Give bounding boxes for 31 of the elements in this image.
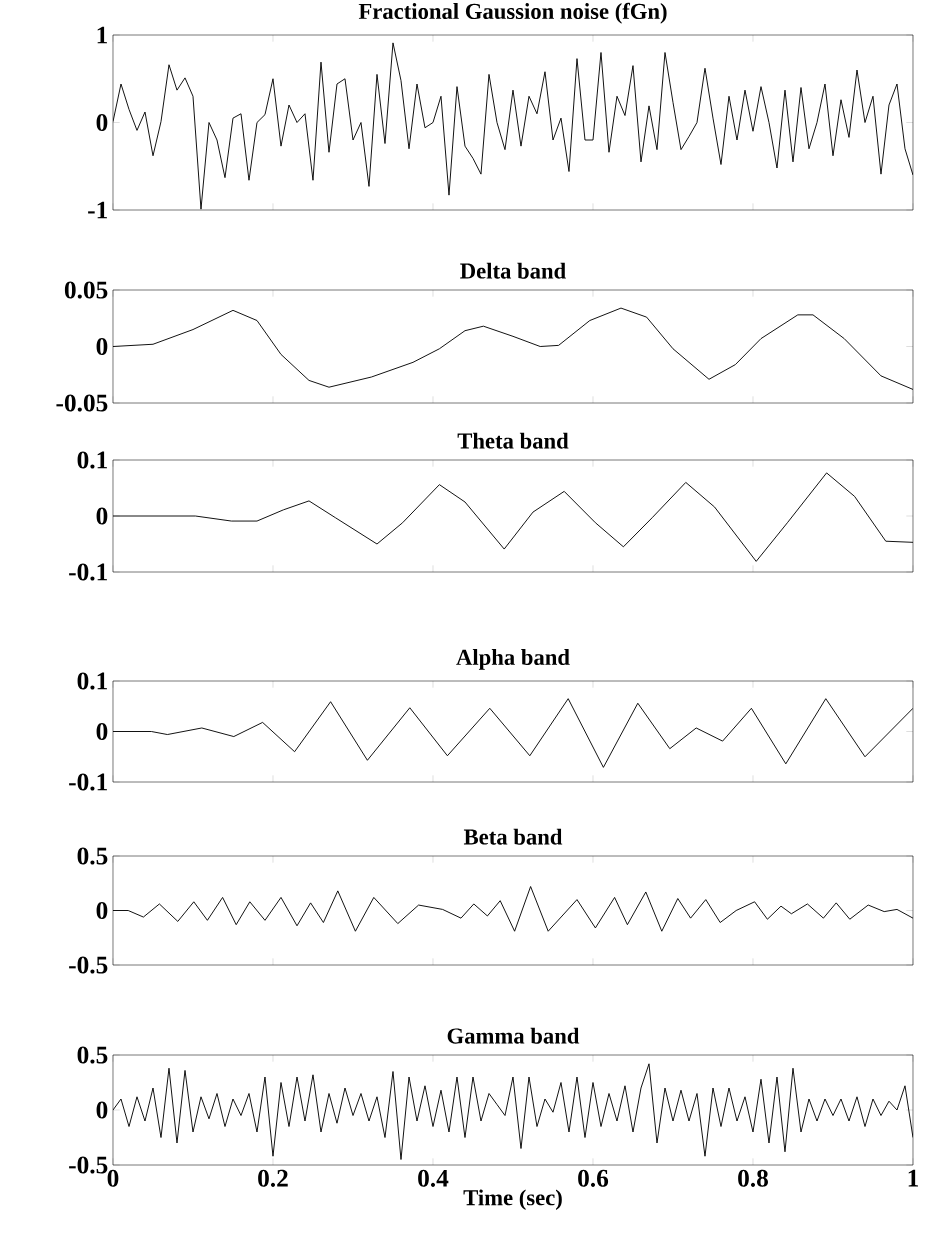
- y-tick-label: 0.05: [64, 281, 108, 299]
- y-tick-label: -1: [88, 201, 107, 219]
- chart-title: Delta band: [460, 262, 566, 279]
- chart-title: Beta band: [463, 828, 563, 845]
- y-tick-label: -0.5: [69, 1156, 108, 1174]
- y-tick-label: 0: [96, 722, 108, 741]
- y-tick-label: 0: [96, 901, 108, 920]
- y-tick-label: 0: [96, 337, 108, 356]
- x-tick-label: 0.2: [258, 1169, 288, 1187]
- chart-title: Gamma band: [447, 1027, 580, 1044]
- x-axis-title: Time (sec): [463, 1189, 562, 1210]
- y-tick-label: 0.5: [77, 847, 108, 865]
- y-tick-label: 0.1: [77, 672, 107, 690]
- x-tick-label: 0.6: [578, 1169, 609, 1187]
- y-tick-label: 0.5: [77, 1046, 108, 1064]
- y-tick-label: -0.5: [69, 956, 108, 974]
- chart-title: Fractional Gaussion noise (fGn): [358, 2, 667, 24]
- y-tick-label: 1: [97, 26, 107, 44]
- x-tick-label: 0: [107, 1169, 119, 1187]
- x-tick-label: 1: [908, 1169, 919, 1187]
- y-tick-label: -0.1: [69, 563, 107, 581]
- x-tick-label: 0.4: [418, 1169, 449, 1187]
- y-tick-label: 0: [96, 1101, 108, 1119]
- y-tick-label: 0.1: [77, 451, 107, 469]
- chart-title: Alpha band: [456, 649, 570, 670]
- chart-title: Theta band: [457, 432, 569, 449]
- y-tick-label: -0.1: [69, 773, 107, 791]
- y-tick-label: 0: [96, 507, 108, 525]
- y-tick-label: 0: [96, 113, 108, 132]
- x-tick-label: 0.8: [738, 1169, 768, 1187]
- y-tick-label: -0.05: [56, 394, 108, 412]
